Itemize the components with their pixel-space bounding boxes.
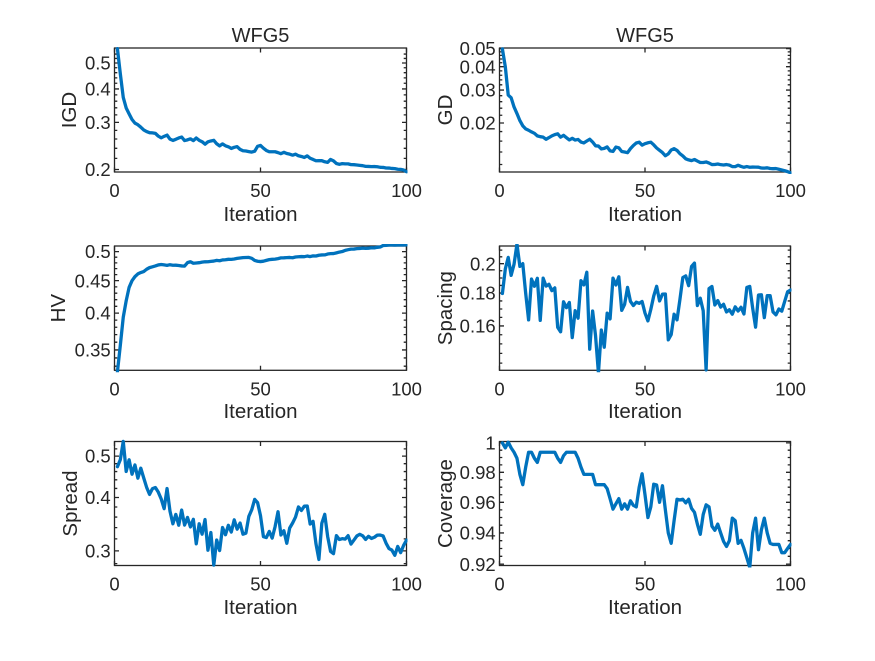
svg-text:0: 0 bbox=[109, 180, 119, 201]
svg-text:0: 0 bbox=[494, 180, 504, 201]
svg-text:0.4: 0.4 bbox=[85, 79, 111, 100]
svg-text:0: 0 bbox=[109, 378, 119, 399]
svg-text:50: 50 bbox=[635, 180, 656, 201]
svg-text:Iteration: Iteration bbox=[608, 596, 682, 619]
svg-text:Iteration: Iteration bbox=[223, 203, 297, 226]
svg-text:0: 0 bbox=[494, 378, 504, 399]
svg-text:0: 0 bbox=[109, 574, 119, 595]
svg-text:0.2: 0.2 bbox=[470, 253, 496, 274]
svg-text:0.92: 0.92 bbox=[460, 554, 496, 575]
svg-text:WFG5: WFG5 bbox=[232, 25, 290, 47]
svg-text:Spread: Spread bbox=[59, 470, 82, 536]
svg-text:100: 100 bbox=[391, 180, 422, 201]
svg-text:Iteration: Iteration bbox=[608, 203, 682, 226]
svg-text:50: 50 bbox=[635, 378, 656, 399]
svg-text:0.35: 0.35 bbox=[75, 340, 111, 361]
svg-text:0.3: 0.3 bbox=[85, 112, 111, 133]
svg-text:100: 100 bbox=[391, 378, 422, 399]
svg-text:0.2: 0.2 bbox=[85, 159, 111, 180]
svg-text:0.5: 0.5 bbox=[85, 241, 111, 262]
svg-text:0.18: 0.18 bbox=[460, 283, 496, 304]
svg-text:100: 100 bbox=[391, 574, 422, 595]
svg-text:0: 0 bbox=[494, 574, 504, 595]
svg-text:0.02: 0.02 bbox=[460, 113, 496, 134]
svg-text:HV: HV bbox=[47, 294, 70, 323]
svg-text:0.3: 0.3 bbox=[85, 540, 111, 561]
svg-text:0.94: 0.94 bbox=[460, 523, 496, 544]
svg-text:100: 100 bbox=[775, 378, 806, 399]
svg-text:0.98: 0.98 bbox=[460, 462, 496, 483]
svg-text:Iteration: Iteration bbox=[223, 400, 297, 423]
svg-text:1: 1 bbox=[485, 433, 495, 454]
svg-text:0.04: 0.04 bbox=[460, 56, 496, 77]
svg-text:GD: GD bbox=[434, 95, 457, 126]
svg-text:100: 100 bbox=[775, 180, 806, 201]
svg-text:WFG5: WFG5 bbox=[616, 25, 674, 47]
svg-text:Coverage: Coverage bbox=[434, 459, 457, 548]
svg-text:IGD: IGD bbox=[58, 92, 81, 128]
svg-text:Spacing: Spacing bbox=[434, 271, 457, 345]
svg-text:0.05: 0.05 bbox=[460, 38, 496, 59]
svg-text:50: 50 bbox=[635, 574, 656, 595]
svg-text:0.45: 0.45 bbox=[75, 270, 111, 291]
svg-text:0.4: 0.4 bbox=[85, 487, 111, 508]
svg-text:0.4: 0.4 bbox=[85, 303, 111, 324]
svg-text:50: 50 bbox=[250, 180, 271, 201]
svg-text:50: 50 bbox=[250, 574, 271, 595]
svg-text:50: 50 bbox=[250, 378, 271, 399]
svg-text:0.03: 0.03 bbox=[460, 80, 496, 101]
svg-text:100: 100 bbox=[775, 574, 806, 595]
svg-text:Iteration: Iteration bbox=[223, 596, 297, 619]
svg-text:0.96: 0.96 bbox=[460, 492, 496, 513]
svg-text:0.5: 0.5 bbox=[85, 446, 111, 467]
svg-text:0.16: 0.16 bbox=[460, 316, 496, 337]
svg-text:0.5: 0.5 bbox=[85, 53, 111, 74]
svg-text:Iteration: Iteration bbox=[608, 400, 682, 423]
